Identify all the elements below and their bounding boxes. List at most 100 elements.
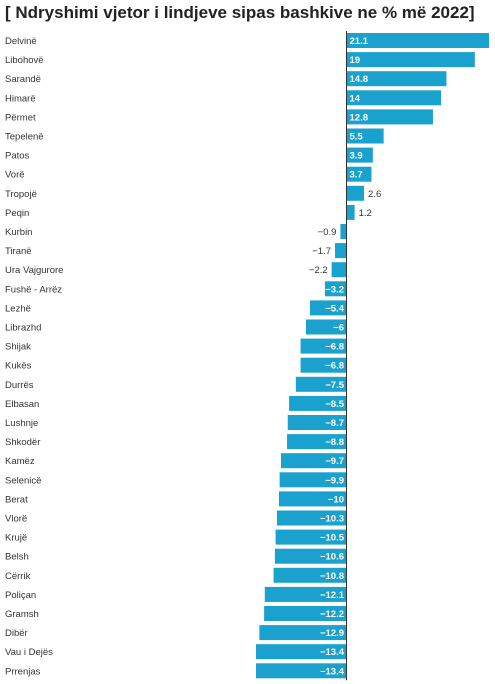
category-label: Elbasan bbox=[5, 399, 39, 410]
category-label: Sarandë bbox=[5, 74, 41, 85]
category-label: Kamëz bbox=[5, 456, 35, 467]
data-label: −6 bbox=[333, 323, 344, 334]
bar bbox=[335, 243, 347, 259]
data-label: −8.8 bbox=[325, 437, 344, 448]
data-label: 2.6 bbox=[368, 189, 381, 200]
bar bbox=[276, 510, 347, 526]
category-label: Peqin bbox=[5, 208, 29, 219]
category-label: Berat bbox=[5, 494, 28, 505]
category-label: Librazhd bbox=[5, 323, 41, 334]
chart-title: [ Ndryshimi vjetor i lindjeve sipas bash… bbox=[5, 3, 475, 22]
category-label: Selenicë bbox=[5, 475, 41, 486]
bar bbox=[256, 644, 347, 660]
bar bbox=[346, 128, 384, 144]
data-label: 21.1 bbox=[350, 36, 369, 47]
data-label: −13.4 bbox=[320, 666, 345, 677]
bar bbox=[275, 529, 347, 545]
data-label: −7.5 bbox=[325, 380, 344, 391]
category-label: Kurbin bbox=[5, 227, 32, 238]
data-label: 1.2 bbox=[359, 208, 372, 219]
bar bbox=[340, 224, 347, 239]
bar bbox=[273, 567, 347, 583]
data-label: −10.5 bbox=[320, 533, 345, 544]
category-label: Durrës bbox=[5, 380, 34, 391]
category-label: Vlorë bbox=[5, 514, 27, 525]
data-label: 12.8 bbox=[350, 112, 369, 123]
bar bbox=[346, 166, 372, 182]
bar bbox=[310, 300, 347, 316]
data-label: 14 bbox=[350, 93, 361, 104]
bar bbox=[256, 663, 347, 679]
bar bbox=[331, 262, 347, 278]
data-label: −6.8 bbox=[325, 342, 344, 353]
category-label: Përmet bbox=[5, 112, 36, 123]
data-label: −9.7 bbox=[325, 456, 344, 467]
data-label: −12.9 bbox=[320, 628, 344, 639]
category-label: Belsh bbox=[5, 552, 29, 563]
bar bbox=[264, 586, 347, 602]
data-label: −0.9 bbox=[318, 227, 337, 238]
data-label: 3.9 bbox=[350, 151, 363, 162]
bar bbox=[274, 548, 347, 564]
bar bbox=[295, 376, 347, 392]
data-label: 5.5 bbox=[350, 132, 364, 143]
bar bbox=[259, 625, 347, 641]
bar bbox=[346, 147, 373, 163]
data-label: −6.8 bbox=[325, 361, 344, 372]
data-label: −8.7 bbox=[325, 418, 344, 429]
data-label: −10.6 bbox=[320, 552, 344, 563]
bar bbox=[346, 71, 447, 87]
bar bbox=[287, 434, 347, 450]
data-label: −8.5 bbox=[325, 399, 344, 410]
data-label: −10 bbox=[328, 494, 344, 505]
category-label: Lushnje bbox=[5, 418, 38, 429]
category-label: Tiranë bbox=[5, 246, 32, 257]
category-label: Kukës bbox=[5, 361, 32, 372]
bar bbox=[278, 491, 347, 507]
category-label: Ura Vajgurore bbox=[5, 265, 63, 276]
category-label: Patos bbox=[5, 151, 30, 162]
category-label: Prrenjas bbox=[5, 666, 41, 677]
category-label: Vorë bbox=[5, 170, 25, 181]
category-label: Gramsh bbox=[5, 609, 39, 620]
data-label: −12.2 bbox=[320, 609, 344, 620]
data-label: −5.4 bbox=[325, 303, 344, 314]
category-label: Dibër bbox=[5, 628, 28, 639]
category-label: Krujë bbox=[5, 533, 27, 544]
bar bbox=[287, 415, 347, 430]
category-label: Shijak bbox=[5, 342, 31, 353]
bar bbox=[324, 281, 347, 297]
data-label: −2.2 bbox=[309, 265, 328, 276]
category-label: Tropojë bbox=[5, 189, 37, 200]
data-label: −9.9 bbox=[325, 475, 344, 486]
category-label: Tepelenë bbox=[5, 132, 44, 143]
data-label: −12.1 bbox=[320, 590, 345, 601]
category-label: Libohovë bbox=[5, 55, 44, 66]
category-label: Himarë bbox=[5, 93, 36, 104]
data-label: −3.2 bbox=[325, 284, 344, 295]
category-label: Delvinë bbox=[5, 36, 37, 47]
bar bbox=[280, 453, 347, 469]
category-label: Fushë - Arrëz bbox=[5, 284, 62, 295]
bar bbox=[305, 319, 347, 335]
bar bbox=[264, 606, 347, 621]
bar bbox=[300, 357, 347, 373]
bar bbox=[346, 204, 355, 220]
data-label: −10.3 bbox=[320, 514, 344, 525]
category-label: Cërrik bbox=[5, 571, 31, 582]
data-label: 3.7 bbox=[350, 170, 363, 181]
bar bbox=[346, 33, 489, 48]
bar bbox=[289, 395, 347, 411]
category-label: Shkodër bbox=[5, 437, 40, 448]
data-label: 19 bbox=[350, 55, 361, 66]
data-label: 14.8 bbox=[350, 74, 369, 85]
data-label: −13.4 bbox=[320, 647, 345, 658]
bar bbox=[346, 109, 433, 125]
bar bbox=[346, 185, 365, 201]
data-label: −10.8 bbox=[320, 571, 344, 582]
bar bbox=[346, 52, 475, 68]
category-label: Poliçan bbox=[5, 590, 36, 601]
category-label: Lezhë bbox=[5, 303, 31, 314]
bar bbox=[300, 338, 347, 354]
